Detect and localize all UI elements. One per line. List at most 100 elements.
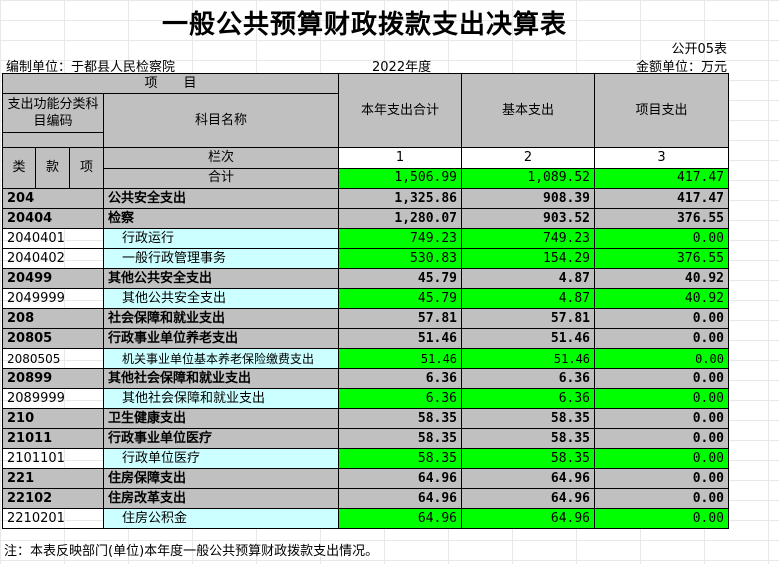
expenditure-table: 项 目 本年支出合计 基本支出 项目支出 支出功能分类科目编码 科目名称 类 款… bbox=[1, 73, 730, 529]
row-project: 0.00 bbox=[594, 488, 730, 509]
table-row: 204 公共安全支出 1,325.86 908.39 417.47 bbox=[2, 188, 730, 209]
row-code: 210 bbox=[2, 408, 104, 429]
row-name: 住房保障支出 bbox=[102, 468, 340, 489]
table-row: 2210201 住房公积金 64.96 64.96 0.00 bbox=[2, 508, 730, 529]
row-name: 检察 bbox=[102, 208, 340, 229]
row-name: 行政单位医疗 bbox=[102, 448, 340, 469]
row-code: 2089999 bbox=[2, 388, 104, 409]
row-name: 社会保障和就业支出 bbox=[102, 308, 340, 329]
row-basic: 58.35 bbox=[461, 448, 596, 469]
row-total: 58.35 bbox=[338, 448, 463, 469]
row-name: 其他社会保障和就业支出 bbox=[102, 368, 340, 389]
row-name: 其他公共安全支出 bbox=[102, 288, 340, 309]
row-basic: 64.96 bbox=[461, 508, 596, 529]
row-name: 卫生健康支出 bbox=[102, 408, 340, 429]
table-row: 2089999 其他社会保障和就业支出 6.36 6.36 0.00 bbox=[2, 388, 730, 409]
row-basic: 51.46 bbox=[461, 348, 596, 369]
page-title: 一般公共预算财政拨款支出决算表 bbox=[161, 10, 567, 40]
row-code: 20499 bbox=[2, 268, 104, 289]
row-total: 530.83 bbox=[338, 248, 463, 269]
row-basic: 154.29 bbox=[461, 248, 596, 269]
header-xiang: 项 bbox=[69, 147, 104, 189]
table-row: 2049999 其他公共安全支出 45.79 4.87 40.92 bbox=[2, 288, 730, 309]
row-code: 2101101 bbox=[2, 448, 104, 469]
header-code: 支出功能分类科目编码 bbox=[2, 93, 104, 133]
table-row: 22102 住房改革支出 64.96 64.96 0.00 bbox=[2, 488, 730, 509]
table-row: 20404 检察 1,280.07 903.52 376.55 bbox=[2, 208, 730, 229]
header-lanci: 栏次 bbox=[102, 147, 340, 169]
row-total: 51.46 bbox=[338, 348, 463, 369]
row-name: 其他公共安全支出 bbox=[102, 268, 340, 289]
row-code: 20404 bbox=[2, 208, 104, 229]
row-project: 0.00 bbox=[594, 508, 730, 529]
row-basic: 58.35 bbox=[461, 428, 596, 449]
header-name: 科目名称 bbox=[102, 93, 340, 148]
row-project: 0.00 bbox=[594, 368, 730, 389]
row-project: 0.00 bbox=[594, 428, 730, 449]
row-total: 6.36 bbox=[338, 388, 463, 409]
row-total: 749.23 bbox=[338, 228, 463, 249]
row-basic: 4.87 bbox=[461, 288, 596, 309]
table-row: 210 卫生健康支出 58.35 58.35 0.00 bbox=[2, 408, 730, 429]
heji-basic: 1,089.52 bbox=[461, 167, 596, 189]
row-total: 51.46 bbox=[338, 328, 463, 349]
table-row: 20499 其他公共安全支出 45.79 4.87 40.92 bbox=[2, 268, 730, 289]
currency-label: 金额单位：万元 bbox=[635, 60, 727, 75]
row-basic: 6.36 bbox=[461, 388, 596, 409]
header-basic: 基本支出 bbox=[461, 73, 596, 148]
row-code: 208 bbox=[2, 308, 104, 329]
row-basic: 903.52 bbox=[461, 208, 596, 229]
row-code: 22102 bbox=[2, 488, 104, 509]
header-item: 项 目 bbox=[1, 73, 340, 94]
row-code: 2049999 bbox=[2, 288, 104, 309]
row-total: 57.81 bbox=[338, 308, 463, 329]
table-row: 208 社会保障和就业支出 57.81 57.81 0.00 bbox=[2, 308, 730, 329]
row-project: 40.92 bbox=[594, 268, 730, 289]
row-project: 376.55 bbox=[594, 208, 730, 229]
row-total: 45.79 bbox=[338, 288, 463, 309]
row-basic: 57.81 bbox=[461, 308, 596, 329]
row-code: 21011 bbox=[2, 428, 104, 449]
unit-label: 编制单位：于都县人民检察院 bbox=[6, 60, 176, 75]
row-total: 64.96 bbox=[338, 488, 463, 509]
row-code: 20899 bbox=[2, 368, 104, 389]
row-total: 58.35 bbox=[338, 428, 463, 449]
row-basic: 4.87 bbox=[461, 268, 596, 289]
table-row: 20899 其他社会保障和就业支出 6.36 6.36 0.00 bbox=[2, 368, 730, 389]
row-project: 0.00 bbox=[594, 308, 730, 329]
row-total: 6.36 bbox=[338, 368, 463, 389]
col-index-3: 3 bbox=[594, 147, 730, 169]
row-project: 0.00 bbox=[594, 388, 730, 409]
row-name: 住房改革支出 bbox=[102, 488, 340, 509]
row-project: 0.00 bbox=[594, 348, 730, 369]
col-index-1: 1 bbox=[338, 147, 463, 169]
row-name: 一般行政管理事务 bbox=[102, 248, 340, 269]
row-project: 376.55 bbox=[594, 248, 730, 269]
row-basic: 6.36 bbox=[461, 368, 596, 389]
footnote: 注：本表反映部门(单位)本年度一般公共预算财政拨款支出情况。 bbox=[4, 544, 379, 559]
table-row: 2080505 机关事业单位基本养老保险缴费支出 51.46 51.46 0.00 bbox=[2, 348, 730, 369]
row-code: 2040402 bbox=[2, 248, 104, 269]
table-row: 2101101 行政单位医疗 58.35 58.35 0.00 bbox=[2, 448, 730, 469]
row-total: 1,325.86 bbox=[338, 188, 463, 209]
row-code: 20805 bbox=[2, 328, 104, 349]
table-row: 221 住房保障支出 64.96 64.96 0.00 bbox=[2, 468, 730, 489]
row-project: 40.92 bbox=[594, 288, 730, 309]
row-basic: 908.39 bbox=[461, 188, 596, 209]
form-code: 公开05表 bbox=[671, 42, 727, 57]
row-name: 机关事业单位基本养老保险缴费支出 bbox=[102, 348, 340, 369]
heji-total: 1,506.99 bbox=[338, 167, 463, 189]
header-project: 项目支出 bbox=[594, 73, 730, 148]
row-project: 0.00 bbox=[594, 328, 730, 349]
row-basic: 58.35 bbox=[461, 408, 596, 429]
row-project: 0.00 bbox=[594, 448, 730, 469]
row-total: 45.79 bbox=[338, 268, 463, 289]
col-index-2: 2 bbox=[461, 147, 596, 169]
header-code-spacer bbox=[2, 132, 104, 148]
row-total: 1,280.07 bbox=[338, 208, 463, 229]
row-name: 行政运行 bbox=[102, 228, 340, 249]
row-total: 64.96 bbox=[338, 468, 463, 489]
row-project: 0.00 bbox=[594, 408, 730, 429]
row-project: 0.00 bbox=[594, 228, 730, 249]
row-code: 204 bbox=[2, 188, 104, 209]
